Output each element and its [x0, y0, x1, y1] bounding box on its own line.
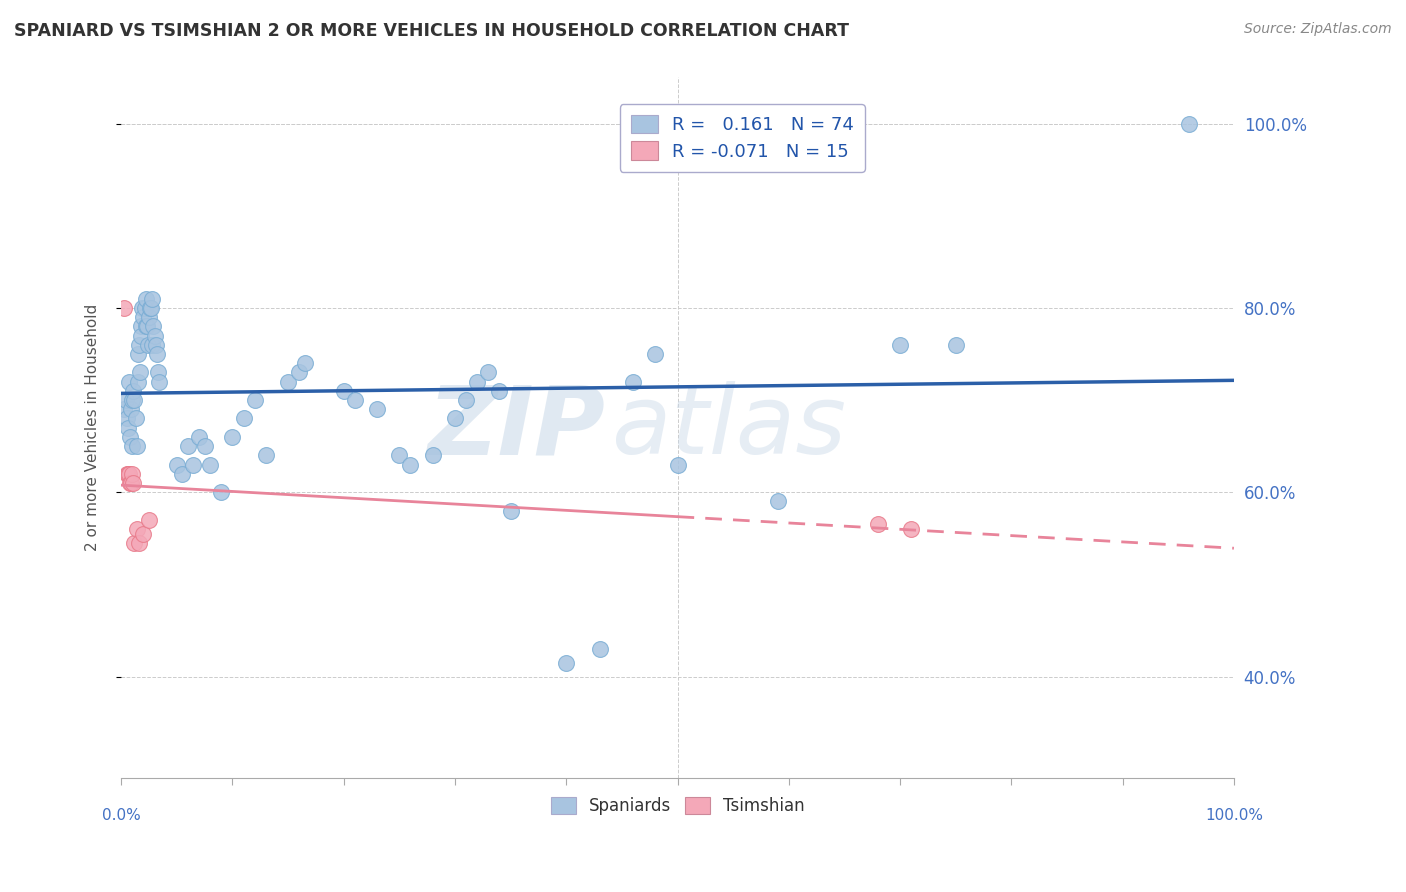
Point	[131, 301, 153, 315]
Point	[127, 375, 149, 389]
Point	[399, 458, 422, 472]
Point	[115, 411, 138, 425]
Point	[1178, 116, 1201, 130]
Point	[132, 310, 155, 324]
Point	[141, 337, 163, 351]
Point	[166, 458, 188, 472]
Point	[183, 458, 205, 472]
Point	[177, 439, 200, 453]
Point	[124, 536, 146, 550]
Point	[114, 402, 136, 417]
Point	[118, 475, 141, 490]
Text: SPANIARD VS TSIMSHIAN 2 OR MORE VEHICLES IN HOUSEHOLD CORRELATION CHART: SPANIARD VS TSIMSHIAN 2 OR MORE VEHICLES…	[14, 22, 849, 40]
Point	[132, 526, 155, 541]
Text: atlas: atlas	[610, 381, 846, 475]
Point	[332, 384, 354, 398]
Point	[555, 656, 578, 670]
Point	[121, 467, 143, 481]
Point	[145, 347, 167, 361]
Point	[644, 347, 666, 361]
Point	[142, 319, 165, 334]
Point	[209, 485, 232, 500]
Point	[343, 392, 366, 407]
Point	[366, 402, 388, 417]
Point	[143, 328, 166, 343]
Point	[120, 402, 142, 417]
Point	[866, 517, 889, 532]
Point	[148, 375, 170, 389]
Point	[194, 439, 217, 453]
Point	[117, 467, 139, 481]
Text: Source: ZipAtlas.com: Source: ZipAtlas.com	[1244, 22, 1392, 37]
Point	[422, 448, 444, 462]
Point	[294, 356, 316, 370]
Point	[288, 365, 311, 379]
Point	[117, 420, 139, 434]
Point	[135, 292, 157, 306]
Point	[145, 337, 167, 351]
Text: 0.0%: 0.0%	[101, 808, 141, 823]
Point	[766, 494, 789, 508]
Point	[889, 337, 911, 351]
Point	[114, 392, 136, 407]
Point	[118, 467, 141, 481]
Point	[128, 536, 150, 550]
Point	[456, 392, 478, 407]
Point	[134, 301, 156, 315]
Point	[128, 337, 150, 351]
Point	[146, 365, 169, 379]
Point	[477, 365, 499, 379]
Point	[499, 503, 522, 517]
Point	[124, 411, 146, 425]
Point	[188, 430, 211, 444]
Y-axis label: 2 or more Vehicles in Household: 2 or more Vehicles in Household	[86, 304, 100, 551]
Point	[232, 411, 254, 425]
Point	[588, 641, 610, 656]
Point	[118, 375, 141, 389]
Point	[221, 430, 243, 444]
Point	[127, 347, 149, 361]
Point	[198, 458, 221, 472]
Legend: Spaniards, Tsimshian: Spaniards, Tsimshian	[544, 790, 811, 822]
Point	[388, 448, 411, 462]
Point	[125, 439, 148, 453]
Point	[465, 375, 488, 389]
Point	[121, 392, 143, 407]
Point	[621, 375, 644, 389]
Point	[135, 319, 157, 334]
Point	[139, 301, 162, 315]
Point	[129, 365, 152, 379]
Point	[122, 475, 145, 490]
Point	[721, 144, 744, 158]
Point	[172, 467, 194, 481]
Point	[141, 301, 163, 315]
Point	[129, 319, 152, 334]
Point	[129, 328, 152, 343]
Point	[138, 310, 160, 324]
Point	[900, 522, 922, 536]
Point	[945, 337, 967, 351]
Text: 100.0%: 100.0%	[1205, 808, 1263, 823]
Point	[136, 337, 159, 351]
Point	[120, 475, 142, 490]
Point	[141, 292, 163, 306]
Point	[125, 522, 148, 536]
Point	[124, 392, 146, 407]
Point	[118, 430, 141, 444]
Point	[243, 392, 266, 407]
Point	[666, 458, 689, 472]
Point	[254, 448, 277, 462]
Text: ZIP: ZIP	[427, 381, 605, 475]
Point	[115, 467, 138, 481]
Point	[488, 384, 510, 398]
Point	[138, 513, 160, 527]
Point	[114, 301, 136, 315]
Point	[122, 384, 145, 398]
Point	[444, 411, 467, 425]
Point	[277, 375, 299, 389]
Point	[135, 319, 157, 334]
Point	[121, 439, 143, 453]
